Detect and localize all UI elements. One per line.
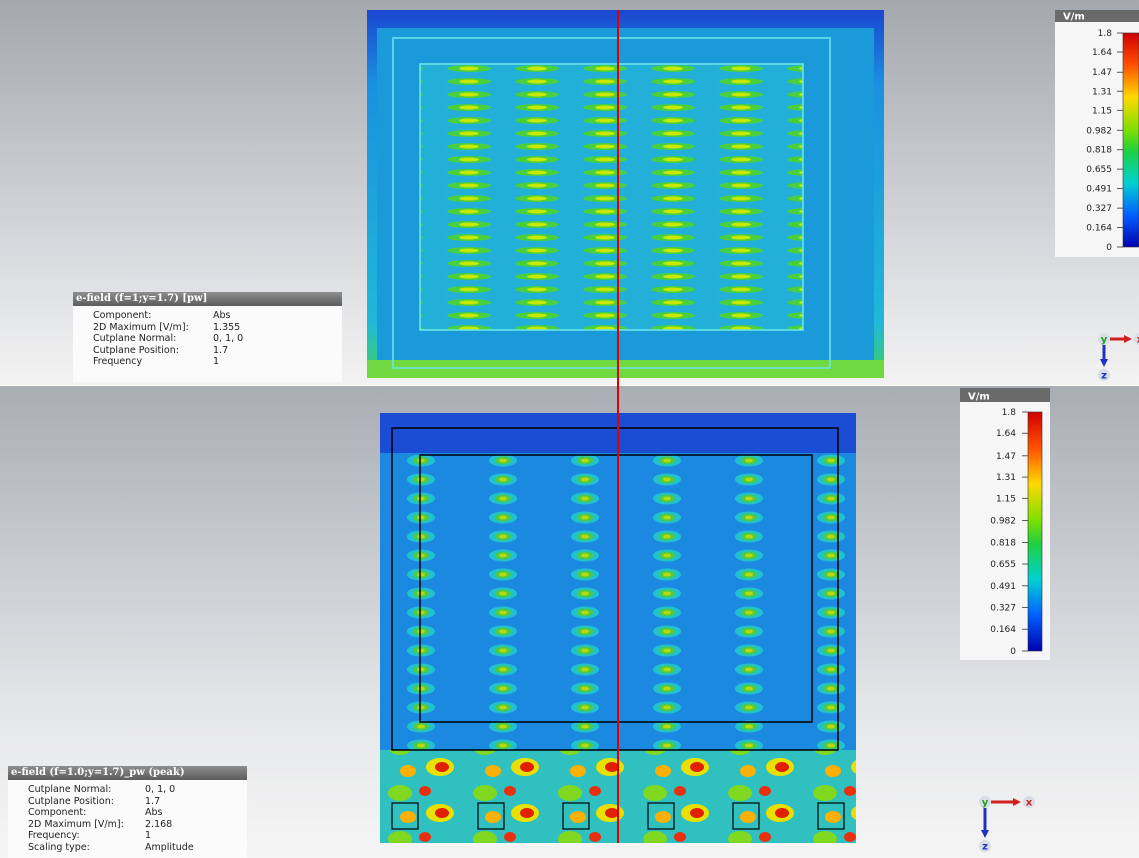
info-row: Frequency: 1 (8, 830, 247, 842)
axis-y-label: y (982, 798, 989, 809)
info-key: Frequency (93, 356, 143, 367)
info-key: Cutplane Normal: (28, 784, 112, 795)
info-box-bottom: e-field (f=1.0;y=1.7)_pw (peak) Cutplane … (8, 766, 247, 858)
info-key: Cutplane Normal: (93, 333, 177, 344)
axis-x-label: x (1137, 335, 1139, 346)
colorbar-tick-label: 0.655 (990, 560, 1016, 570)
info-title: e-field (f=1;y=1.7) [pw] (73, 292, 342, 306)
info-row: Component: Abs (8, 807, 247, 819)
axis-x-label-badge (1134, 333, 1139, 345)
info-title: e-field (f=1.0;y=1.7)_pw (peak) (8, 766, 247, 780)
field-plot-top (367, 10, 884, 378)
info-value: 2.168 (145, 818, 173, 830)
info-row: Cutplane Position: 1.7 (8, 796, 247, 808)
axis-y-label-badge (979, 796, 991, 808)
info-key: Cutplane Position: (93, 344, 179, 356)
frame-outer (392, 37, 831, 369)
colorbar-header (960, 388, 1050, 402)
colorbar-top: V/m 1.8 1.64 1.47 1.31 1.15 0.982 0.818 0.655 0.4… (1055, 10, 1139, 257)
colorbar-bottom: V/m 1.8 1.64 1.47 1.31 1.15 0.982 0.818 0.655 0.4… (960, 388, 1050, 660)
info-box-top: e-field (f=1;y=1.7) [pw] Component: Abs 2D … (73, 292, 342, 382)
colorbar-tick-label: 1.47 (1092, 68, 1112, 78)
colorbar-gradient (1122, 32, 1139, 248)
info-value: 0, 1, 0 (145, 784, 176, 795)
axis-z-head (1100, 359, 1108, 367)
cut-line (617, 10, 619, 843)
axis-x-head (1124, 335, 1132, 343)
colorbar-tick-label: 1.8 (1098, 29, 1113, 39)
colorbar-gradient (1027, 411, 1043, 652)
ports (391, 802, 845, 830)
colorbar-tick-label: 0.982 (990, 517, 1016, 527)
colorbar-unit: V/m (968, 392, 990, 403)
axis-x-head (1013, 798, 1021, 806)
axis-z-label-badge (1098, 369, 1110, 381)
colorbar-tick-label: 0.327 (1086, 204, 1112, 214)
info-value: 0, 1, 0 (213, 333, 244, 344)
colorbar-tick-label: 0.164 (1086, 224, 1112, 234)
colorbar-tick-label: 0.327 (990, 604, 1016, 614)
info-value: 1.7 (145, 795, 161, 807)
info-row: 2D Maximum [V/m]: 2.168 (8, 819, 247, 831)
info-row: Cutplane Normal: 0, 1, 0 (8, 784, 247, 796)
colorbar-tick-label: 1.15 (996, 494, 1016, 504)
axis-y-label-badge (1098, 333, 1110, 345)
frame-inner (419, 63, 804, 331)
info-value: Amplitude (145, 841, 194, 853)
info-key: Scaling type: (28, 841, 90, 853)
info-key: Component: (93, 310, 152, 321)
info-key: 2D Maximum [V/m]: (28, 818, 124, 830)
colorbar-tick-label: 1.47 (996, 452, 1016, 462)
colorbar-tick-label: 1.64 (1092, 48, 1112, 58)
frame-outer (391, 427, 839, 751)
colorbar-tick-label: 0.982 (1086, 126, 1112, 136)
colorbar-header (1055, 10, 1139, 22)
colorbar-tick-label: 0 (1106, 243, 1112, 253)
info-value: Abs (213, 310, 231, 321)
info-row: Cutplane Normal: 0, 1, 0 (73, 333, 342, 345)
axis-z-label-badge (979, 840, 991, 852)
colorbar-tick-label: 1.64 (996, 429, 1016, 439)
colorbar-tick-label: 0.164 (990, 625, 1016, 635)
info-key: Frequency: (28, 830, 80, 841)
colorbar-tick-label: 1.31 (996, 473, 1016, 483)
colorbar-tick-label: 0 (1010, 647, 1016, 657)
colorbar-tick-label: 1.8 (1002, 408, 1017, 418)
axes-top: y x z (1098, 333, 1139, 382)
info-row: Cutplane Position: 1.7 (73, 345, 342, 357)
info-value: 1.7 (213, 344, 229, 356)
axis-z-label: z (1101, 371, 1107, 382)
info-row: 2D Maximum [V/m]: 1.355 (73, 322, 342, 334)
info-row: Scaling type: Amplitude (8, 842, 247, 854)
colorbar-tick-label: 0.491 (1086, 185, 1112, 195)
info-row: Component: Abs (73, 310, 342, 322)
info-value: Abs (145, 807, 163, 818)
axis-z-head (981, 830, 989, 838)
axis-y-label: y (1101, 335, 1108, 346)
colorbar-tick-label: 0.655 (1086, 165, 1112, 175)
axis-z-label: z (982, 842, 988, 853)
colorbar-tick-label: 1.31 (1092, 87, 1112, 97)
axes-bottom: y x z (979, 796, 1035, 853)
colorbar-unit: V/m (1063, 12, 1085, 23)
axis-x-label: x (1026, 798, 1033, 809)
colorbar-tick-label: 0.818 (990, 538, 1016, 548)
colorbar-tick-label: 1.15 (1092, 106, 1112, 116)
frame-inner (419, 454, 813, 723)
axis-x-label-badge (1023, 796, 1035, 808)
colorbar-tick-label: 0.491 (990, 582, 1016, 592)
info-key: Component: (28, 807, 87, 818)
info-row: Frequency 1 (73, 356, 342, 368)
info-value: 1 (145, 830, 152, 841)
info-key: 2D Maximum [V/m]: (93, 321, 189, 333)
colorbar-tick-label: 0.818 (1086, 146, 1112, 156)
info-value: 1.355 (213, 321, 241, 333)
field-pattern (420, 64, 803, 330)
field-band (367, 360, 884, 378)
info-key: Cutplane Position: (28, 795, 114, 807)
info-value: 1 (213, 356, 220, 367)
